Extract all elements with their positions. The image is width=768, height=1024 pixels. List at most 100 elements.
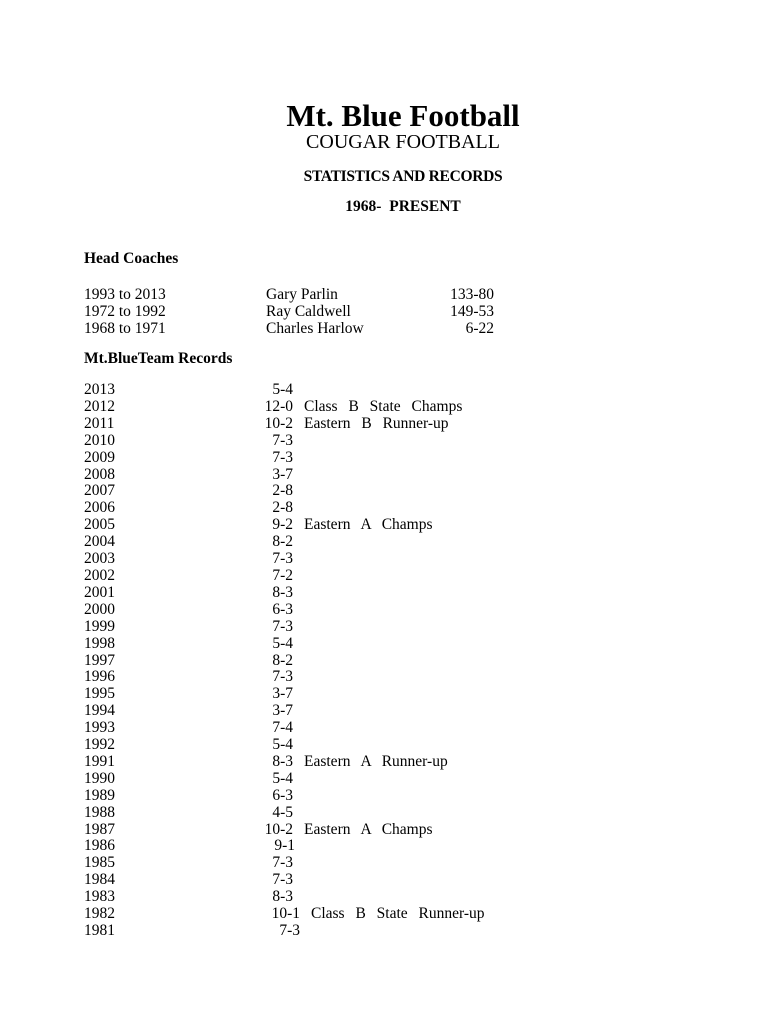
team-record-row: 1993 7-4 [84, 719, 485, 737]
record-year: 1995 [84, 685, 115, 703]
coach-record: 133-80 [450, 286, 494, 303]
record-score: 10-2 [264, 820, 293, 838]
record-score: 8-2 [272, 651, 293, 669]
team-record-row: 1990 5-4 [84, 769, 485, 788]
record-year: 2006 [84, 499, 115, 517]
coach-record: 6-22 [465, 320, 494, 337]
team-record-row: 2003 7-3 [84, 550, 485, 568]
team-record-row: 1995 3-7 [84, 685, 485, 703]
record-year: 2011 [84, 414, 115, 432]
team-record-row: 1996 7-3 [84, 669, 485, 686]
record-year: 1981 [84, 922, 115, 939]
record-year: 1983 [84, 888, 115, 906]
record-score: 10-1 [271, 905, 300, 923]
record-note: Class B State Runner-up [311, 905, 485, 923]
page-title: Mt. Blue Football [286, 97, 520, 133]
record-year: 1989 [84, 786, 115, 804]
coach-years: 1968 to 1971 [84, 320, 166, 337]
record-score: 6-3 [272, 786, 293, 804]
page-subtitle: COUGAR FOOTBALL [306, 131, 500, 153]
team-record-row: 1992 5-4 [84, 736, 485, 754]
record-score: 7-4 [272, 719, 293, 737]
record-note: Eastern A Champs [304, 516, 433, 534]
record-score: 7-3 [272, 854, 293, 872]
record-note: Eastern A Champs [304, 820, 433, 838]
team-record-row: 1986 9-1 [84, 838, 485, 855]
record-year: 2010 [84, 431, 115, 449]
head-coaches-heading: Head Coaches [84, 250, 179, 267]
record-score: 7-3 [272, 871, 293, 889]
coach-name: Ray Caldwell [266, 303, 351, 320]
team-record-row: 2005 9-2 Eastern A Champs [84, 516, 485, 534]
coach-row: 1968 to 1971 Charles Harlow 6-22 [84, 320, 494, 337]
statistics-and-records-heading: STATISTICS AND RECORDS [303, 168, 503, 185]
team-record-row: 2008 3-7 [84, 466, 485, 484]
record-year: 2003 [84, 550, 115, 568]
team-record-row: 2006 2-8 [84, 499, 485, 517]
coach-row: 1993 to 2013 Gary Parlin 133-80 [84, 286, 494, 303]
record-note: Eastern B Runner-up [304, 414, 449, 432]
coach-name: Charles Harlow [266, 320, 364, 337]
team-record-row: 2001 8-3 [84, 583, 485, 602]
record-year: 1992 [84, 736, 115, 754]
team-records-heading: Mt.BlueTeam Records [84, 350, 233, 367]
team-record-row: 2007 2-8 [84, 483, 485, 500]
record-score: 7-3 [272, 617, 293, 635]
record-year: 1993 [84, 719, 115, 737]
record-year: 1996 [84, 668, 115, 686]
team-record-row: 2009 7-3 [84, 448, 485, 467]
record-score: 6-3 [272, 600, 293, 618]
team-record-row: 2004 8-2 [84, 533, 485, 551]
record-score: 7-3 [272, 448, 293, 466]
record-score: 5-4 [272, 634, 293, 652]
date-range-heading: 1968- PRESENT [345, 198, 461, 215]
record-year: 2013 [84, 381, 115, 398]
record-year: 1982 [84, 905, 115, 923]
team-record-row: 1991 8-3 Eastern A Runner-up [84, 752, 485, 771]
head-coaches-table: 1993 to 2013 Gary Parlin 133-80 1972 to … [84, 286, 494, 337]
team-record-row: 1987 10-2 Eastern A Champs [84, 820, 485, 839]
team-record-row: 1985 7-3 [84, 854, 485, 872]
team-record-row: 1989 6-3 [84, 786, 485, 805]
team-record-row: 2002 7-2 [84, 566, 485, 585]
team-records-list: 2013 5-4 2012 12-0 Class B State Champs … [84, 381, 485, 940]
team-record-row: 1988 4-5 [84, 803, 485, 822]
record-year: 1994 [84, 702, 115, 720]
record-score: 12-0 [264, 397, 293, 415]
record-note: Class B State Champs [304, 397, 463, 415]
record-year: 1990 [84, 769, 115, 787]
record-year: 2012 [84, 397, 115, 415]
record-year: 2002 [84, 566, 115, 584]
record-year: 2009 [84, 448, 115, 466]
record-score: 4-5 [272, 803, 293, 821]
record-year: 1985 [84, 854, 115, 872]
record-score: 3-7 [272, 685, 293, 703]
team-record-row: 2000 6-3 [84, 600, 485, 619]
coach-record: 149-53 [450, 303, 494, 320]
team-record-row: 2011 10-2 Eastern B Runner-up [84, 414, 485, 433]
team-record-row: 2010 7-3 [84, 431, 485, 450]
record-score: 7-3 [272, 550, 293, 568]
record-score: 5-4 [272, 769, 293, 787]
record-score: 7-3 [279, 922, 300, 939]
coach-years: 1972 to 1992 [84, 303, 166, 320]
record-year: 1988 [84, 803, 115, 821]
record-year: 2000 [84, 600, 115, 618]
record-score: 7-2 [272, 566, 293, 584]
record-score: 8-2 [272, 533, 293, 551]
record-note: Eastern A Runner-up [304, 752, 448, 770]
record-score: 9-1 [274, 837, 295, 855]
team-record-row: 1994 3-7 [84, 702, 485, 720]
team-record-row: 1998 5-4 [84, 634, 485, 653]
record-score: 2-8 [272, 482, 293, 500]
team-record-row: 1983 8-3 [84, 888, 485, 906]
record-score: 8-3 [272, 752, 293, 770]
record-year: 1986 [84, 837, 115, 855]
record-score: 8-3 [272, 888, 293, 906]
record-score: 5-4 [272, 736, 293, 754]
team-record-row: 1984 7-3 [84, 871, 485, 889]
record-score: 8-3 [272, 583, 293, 601]
record-score: 10-2 [264, 414, 293, 432]
team-record-row: 1999 7-3 [84, 617, 485, 636]
team-record-row: 2013 5-4 [84, 381, 485, 399]
